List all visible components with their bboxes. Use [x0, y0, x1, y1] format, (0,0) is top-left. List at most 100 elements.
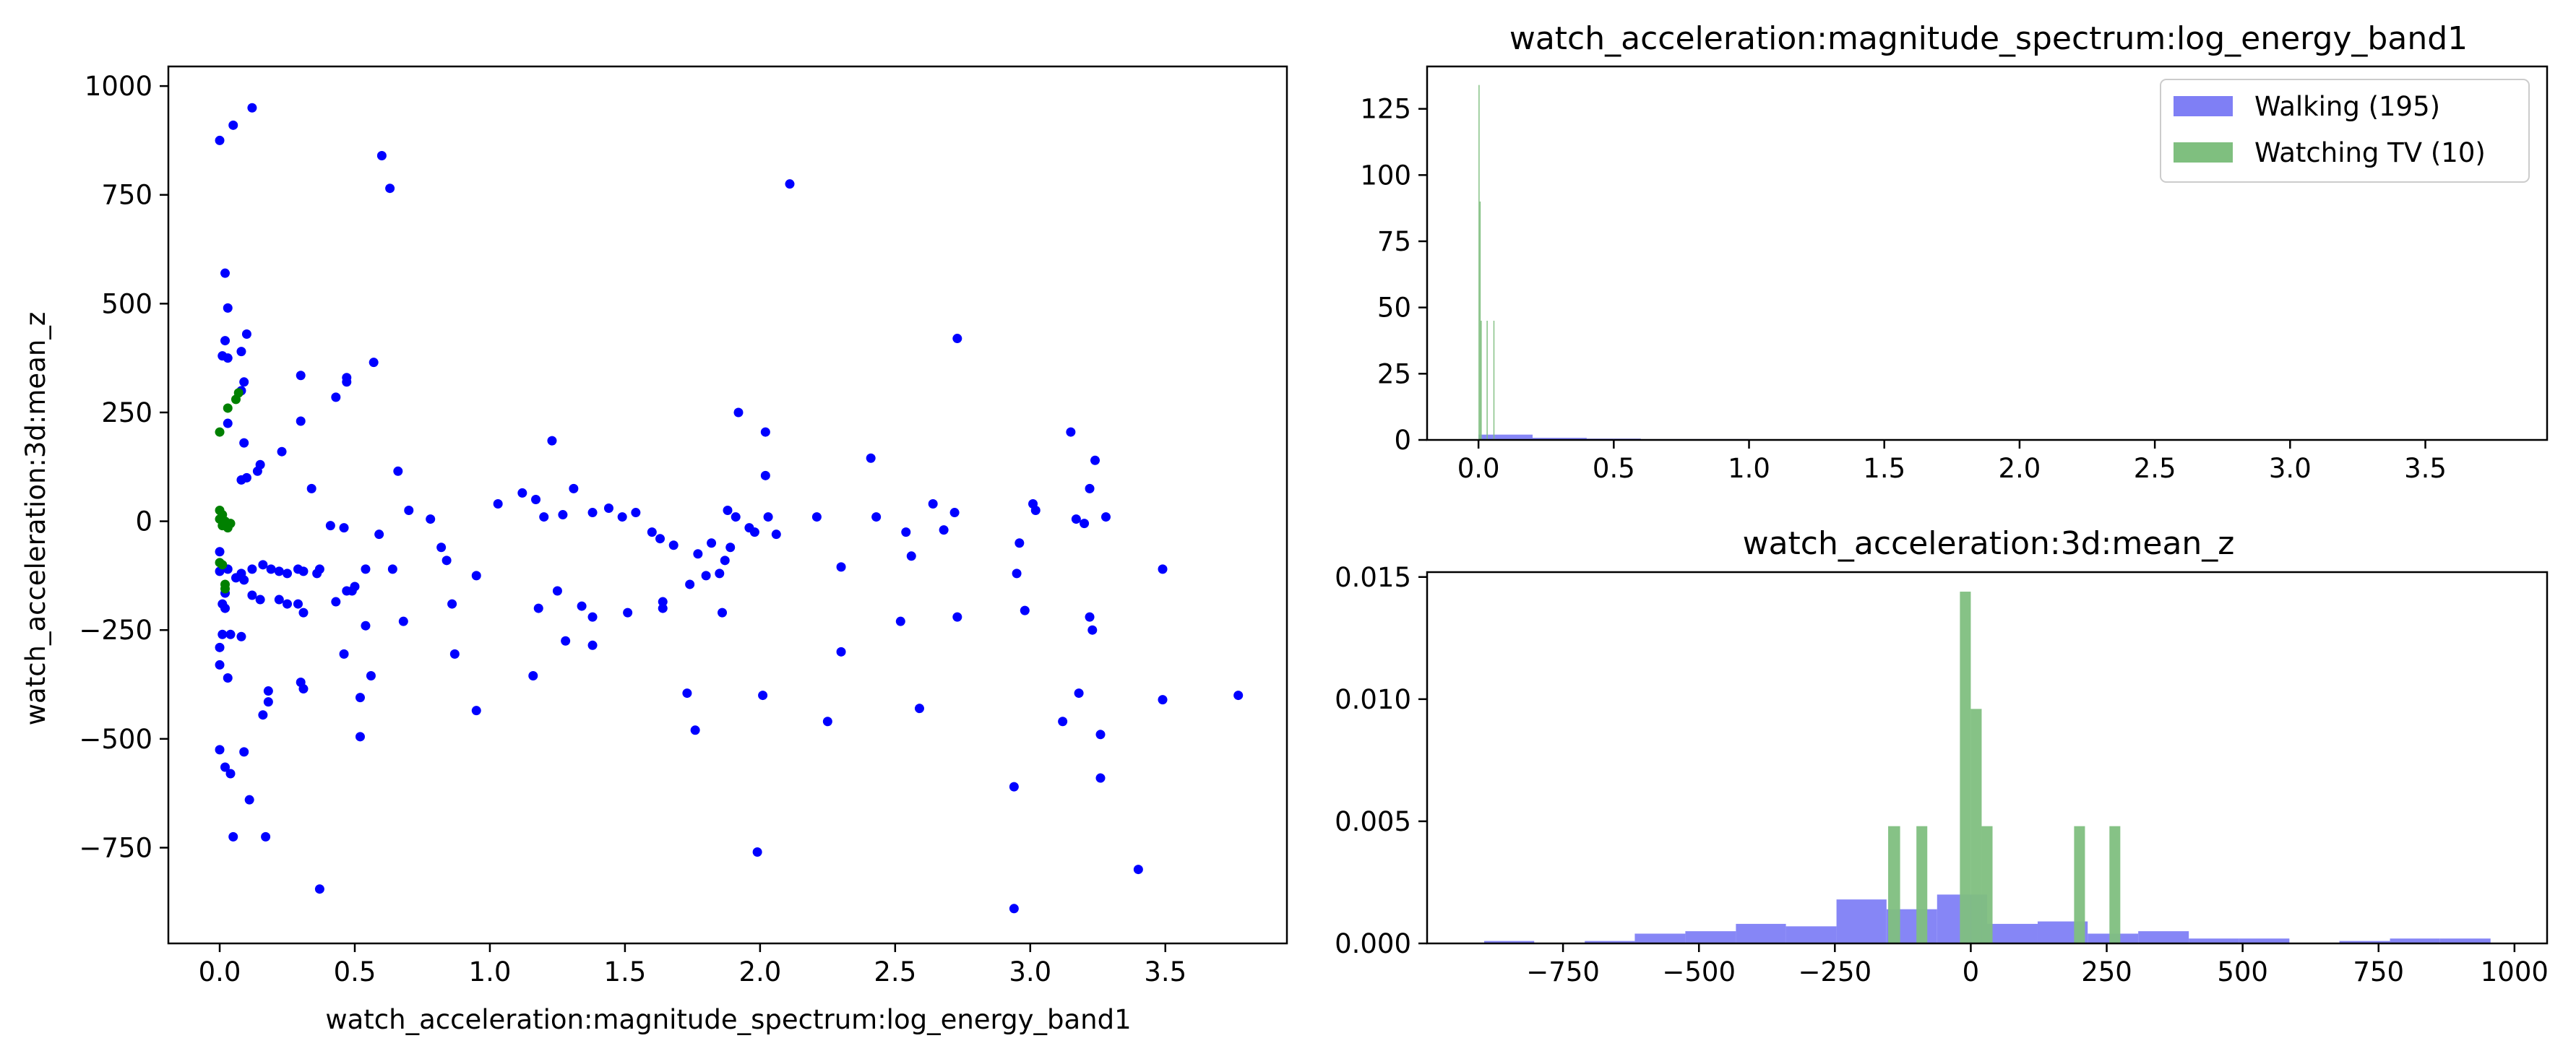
histogram-log-energy-band1-bar-watching-tv: [1479, 202, 1481, 440]
scatter-point-walking: [1015, 538, 1025, 548]
scatter-point-walking: [949, 508, 960, 518]
scatter-point-walking: [331, 597, 341, 607]
histogram-mean-z-bar-walking: [1585, 941, 1635, 943]
scatter-point-walking: [236, 347, 246, 357]
histogram-mean-z-x-tick-label: 500: [2217, 956, 2268, 987]
scatter-point-walking: [239, 377, 249, 387]
histogram-log-energy-band1-axes-frame: [1426, 65, 2549, 441]
histogram-log-energy-band1-x-tick-label: 0.5: [1593, 453, 1635, 484]
histogram-mean-z-bars: [1484, 592, 2491, 943]
scatter-point-walking: [1085, 483, 1095, 493]
scatter-point-walking: [277, 446, 287, 457]
scatter-point-walking: [1087, 625, 1098, 635]
scatter-point-walking: [387, 564, 397, 574]
scatter-point-walking: [1090, 455, 1100, 465]
scatter-point-walking: [533, 603, 543, 613]
legend-box: [2160, 79, 2530, 183]
scatter-point-walking: [252, 466, 262, 476]
scatter-point-walking: [895, 616, 905, 626]
scatter-point-walking: [1080, 519, 1090, 529]
scatter-point-walking: [1158, 564, 1168, 574]
scatter-x-tick-label: 1.5: [603, 956, 646, 987]
histogram-mean-z-title: watch_acceleration:3d:mean_z: [1743, 525, 2235, 562]
scatter-point-walking: [715, 569, 725, 579]
scatter-y-tick-label: 750: [101, 180, 152, 211]
histogram-mean-z-axes-frame: [1426, 571, 2549, 945]
scatter-point-walking: [236, 631, 246, 641]
scatter-point-walking: [369, 358, 379, 368]
scatter-point-walking: [577, 601, 587, 611]
scatter-x-axis-label: watch_acceleration:magnitude_spectrum:lo…: [325, 1004, 1131, 1035]
scatter-point-walking: [539, 512, 549, 522]
scatter-point-walking: [298, 566, 309, 576]
scatter-point-walking: [355, 732, 365, 742]
scatter-point-walking: [552, 586, 562, 596]
histogram-mean-z-y-ticks: 0.000 0.005 0.010 0.015: [1335, 562, 1427, 959]
histogram-log-energy-band1: watch_acceleration:magnitude_spectrum:lo…: [1360, 20, 2549, 484]
scatter-x-tick-label: 2.0: [738, 956, 781, 987]
scatter-point-walking: [836, 647, 846, 657]
scatter-point-walking: [603, 503, 613, 514]
scatter-point-walking: [1085, 612, 1095, 622]
scatter-point-walking: [1071, 514, 1081, 524]
scatter-point-walking: [261, 831, 271, 842]
scatter-point-walking: [749, 527, 759, 537]
histogram-log-energy-band1-bar-watching-tv: [1493, 321, 1495, 440]
scatter-point-walking: [374, 530, 384, 540]
scatter-point-walking: [258, 560, 268, 570]
legend-swatch-walking: [2174, 96, 2233, 116]
scatter-point-walking: [760, 427, 770, 437]
histogram-mean-z-bar-walking: [2390, 938, 2440, 943]
scatter-point-walking: [871, 512, 882, 522]
histogram-mean-z-x-tick-label: 250: [2081, 956, 2132, 987]
scatter-point-walking: [733, 407, 744, 418]
scatter-point-walking: [339, 523, 349, 533]
histogram-mean-z-bar-walking: [1736, 923, 1786, 943]
scatter-point-walking: [939, 525, 949, 535]
scatter-y-axis-label: watch_acceleration:3d:mean_z: [20, 312, 51, 725]
histogram-log-energy-band1-y-ticks: 0 25 50 75 100 125: [1360, 94, 1427, 456]
scatter-point-walking: [223, 353, 233, 363]
scatter-point-walking: [561, 636, 571, 646]
scatter-x-tick-label: 2.5: [874, 956, 916, 987]
scatter-point-walking: [752, 847, 762, 857]
scatter-x-ticks: 0.0 0.5 1.0 1.5 2.0 2.5 3.0 3.5: [199, 943, 1186, 987]
scatter-point-walking: [1009, 904, 1019, 914]
scatter-point-watching-tv: [223, 403, 233, 413]
scatter-point-walking: [393, 466, 403, 476]
histogram-mean-z-bar-walking: [2439, 938, 2491, 943]
scatter-y-tick-label: −750: [79, 832, 152, 863]
scatter-axes-frame: [167, 65, 1288, 945]
histogram-log-energy-band1-y-tick-label: 100: [1360, 160, 1411, 191]
scatter-point-walking: [274, 595, 284, 605]
scatter-point-walking: [1030, 506, 1041, 516]
scatter-point-walking: [404, 506, 414, 516]
scatter-point-walking: [623, 608, 633, 618]
scatter-point-walking: [347, 586, 357, 596]
scatter-point-walking: [587, 612, 598, 622]
histogram-mean-z-bar-walking: [1987, 923, 2038, 943]
histogram-mean-z-bar-watching-tv: [1888, 826, 1900, 943]
scatter-point-walking: [225, 769, 236, 779]
scatter-point-walking: [306, 483, 316, 493]
scatter-point-walking: [263, 686, 273, 696]
scatter-point-walking: [471, 706, 481, 716]
scatter-point-watching-tv: [215, 427, 225, 437]
scatter-point-walking: [331, 392, 341, 402]
scatter-point-walking: [215, 642, 225, 652]
scatter-point-walking: [952, 334, 962, 344]
scatter-point-walking: [866, 453, 876, 463]
histogram-log-energy-band1-y-tick-label: 75: [1377, 226, 1411, 257]
scatter-point-walking: [447, 599, 457, 609]
histogram-log-energy-band1-x-tick-label: 3.5: [2404, 453, 2447, 484]
scatter-point-walking: [471, 571, 481, 581]
histogram-log-energy-band1-x-tick-label: 0.0: [1457, 453, 1500, 484]
scatter-point-walking: [215, 745, 225, 755]
scatter-points: [215, 103, 1244, 914]
histogram-mean-z-y-tick-label: 0.010: [1335, 684, 1411, 715]
scatter-x-tick-label: 3.5: [1144, 956, 1186, 987]
scatter-point-walking: [366, 670, 376, 680]
scatter-point-walking: [658, 603, 668, 613]
scatter-point-walking: [558, 510, 568, 520]
